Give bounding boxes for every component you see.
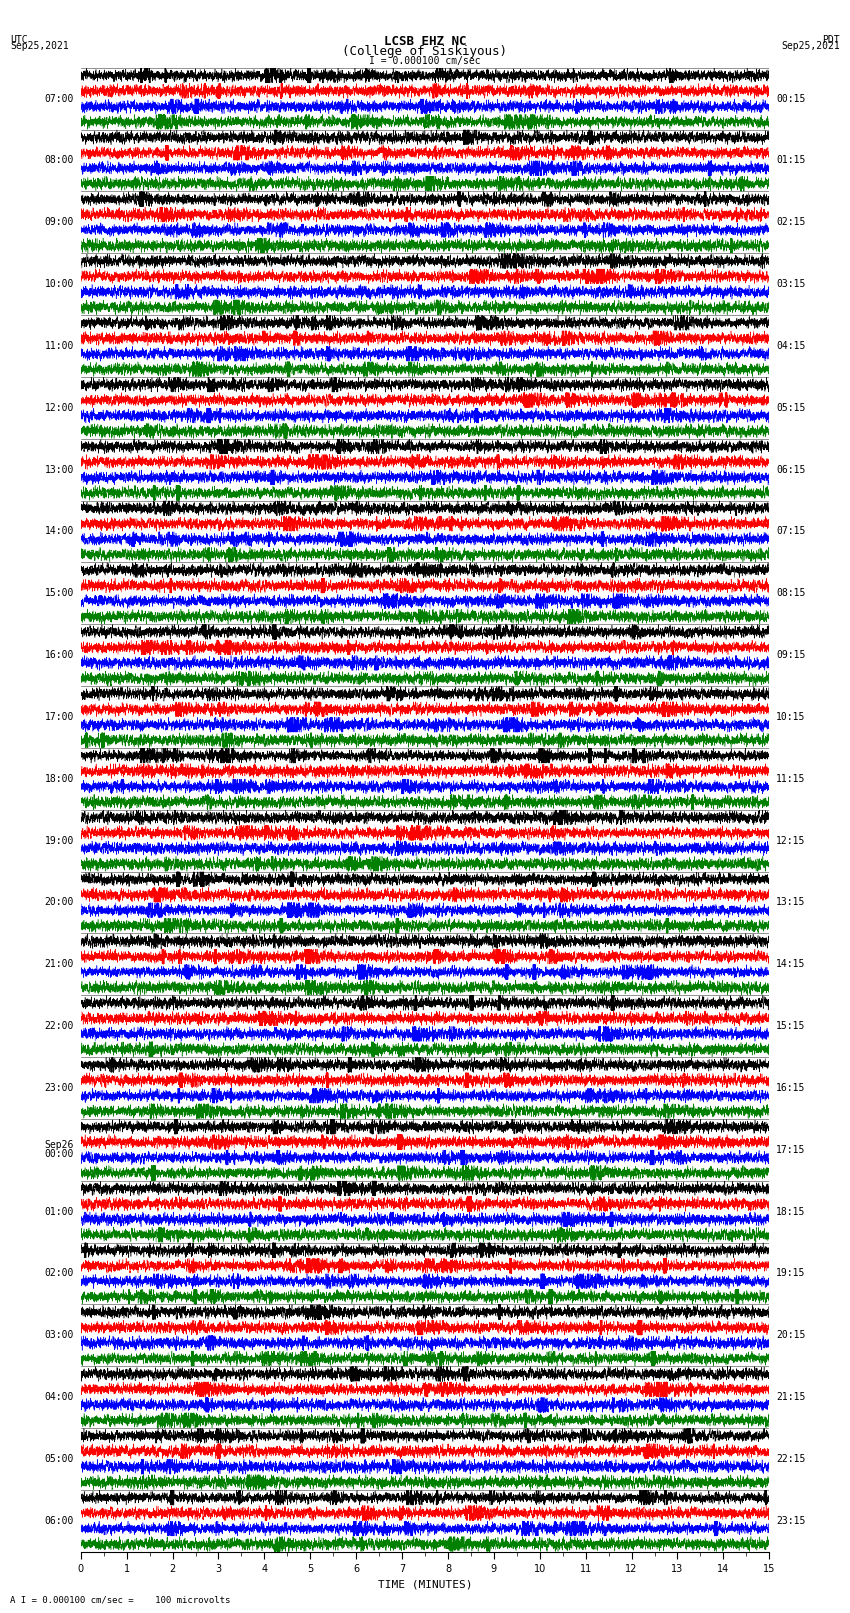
Text: 01:00: 01:00 — [44, 1207, 74, 1216]
Text: 10:15: 10:15 — [776, 711, 806, 723]
Text: 22:15: 22:15 — [776, 1453, 806, 1465]
Text: 05:15: 05:15 — [776, 403, 806, 413]
Text: 09:00: 09:00 — [44, 218, 74, 227]
Text: Sep25,2021: Sep25,2021 — [10, 40, 69, 52]
Text: 12:15: 12:15 — [776, 836, 806, 845]
Text: 14:15: 14:15 — [776, 960, 806, 969]
Text: 17:15: 17:15 — [776, 1145, 806, 1155]
Text: 21:15: 21:15 — [776, 1392, 806, 1402]
Text: (College of Siskiyous): (College of Siskiyous) — [343, 45, 507, 58]
Text: I = 0.000100 cm/sec: I = 0.000100 cm/sec — [369, 56, 481, 66]
Text: 17:00: 17:00 — [44, 711, 74, 723]
Text: 20:15: 20:15 — [776, 1331, 806, 1340]
Text: 19:15: 19:15 — [776, 1268, 806, 1279]
Text: 03:15: 03:15 — [776, 279, 806, 289]
Text: 20:00: 20:00 — [44, 897, 74, 908]
Text: 21:00: 21:00 — [44, 960, 74, 969]
Text: 11:15: 11:15 — [776, 774, 806, 784]
Text: 16:15: 16:15 — [776, 1082, 806, 1094]
Text: 13:00: 13:00 — [44, 465, 74, 474]
Text: 16:00: 16:00 — [44, 650, 74, 660]
Text: Sep25,2021: Sep25,2021 — [781, 40, 840, 52]
Text: UTC: UTC — [10, 35, 28, 45]
Text: 04:00: 04:00 — [44, 1392, 74, 1402]
Text: 19:00: 19:00 — [44, 836, 74, 845]
Text: 01:15: 01:15 — [776, 155, 806, 166]
Text: 15:00: 15:00 — [44, 589, 74, 598]
Text: 02:00: 02:00 — [44, 1268, 74, 1279]
Text: 23:00: 23:00 — [44, 1082, 74, 1094]
Text: 10:00: 10:00 — [44, 279, 74, 289]
Text: 07:00: 07:00 — [44, 94, 74, 103]
Text: 15:15: 15:15 — [776, 1021, 806, 1031]
Text: 22:00: 22:00 — [44, 1021, 74, 1031]
Text: 00:15: 00:15 — [776, 94, 806, 103]
Text: 06:00: 06:00 — [44, 1516, 74, 1526]
Text: 12:00: 12:00 — [44, 403, 74, 413]
Text: 04:15: 04:15 — [776, 340, 806, 352]
Text: 03:00: 03:00 — [44, 1331, 74, 1340]
Text: 05:00: 05:00 — [44, 1453, 74, 1465]
Text: 13:15: 13:15 — [776, 897, 806, 908]
Text: PDT: PDT — [822, 35, 840, 45]
Text: 09:15: 09:15 — [776, 650, 806, 660]
Text: 08:00: 08:00 — [44, 155, 74, 166]
Text: 18:00: 18:00 — [44, 774, 74, 784]
Text: 07:15: 07:15 — [776, 526, 806, 537]
Text: A I = 0.000100 cm/sec =    100 microvolts: A I = 0.000100 cm/sec = 100 microvolts — [10, 1595, 230, 1605]
Text: 08:15: 08:15 — [776, 589, 806, 598]
Text: 11:00: 11:00 — [44, 340, 74, 352]
Text: 06:15: 06:15 — [776, 465, 806, 474]
Text: 02:15: 02:15 — [776, 218, 806, 227]
Text: 14:00: 14:00 — [44, 526, 74, 537]
Text: LCSB EHZ NC: LCSB EHZ NC — [383, 35, 467, 48]
X-axis label: TIME (MINUTES): TIME (MINUTES) — [377, 1579, 473, 1589]
Text: 18:15: 18:15 — [776, 1207, 806, 1216]
Text: 23:15: 23:15 — [776, 1516, 806, 1526]
Text: Sep26
00:00: Sep26 00:00 — [44, 1140, 74, 1160]
